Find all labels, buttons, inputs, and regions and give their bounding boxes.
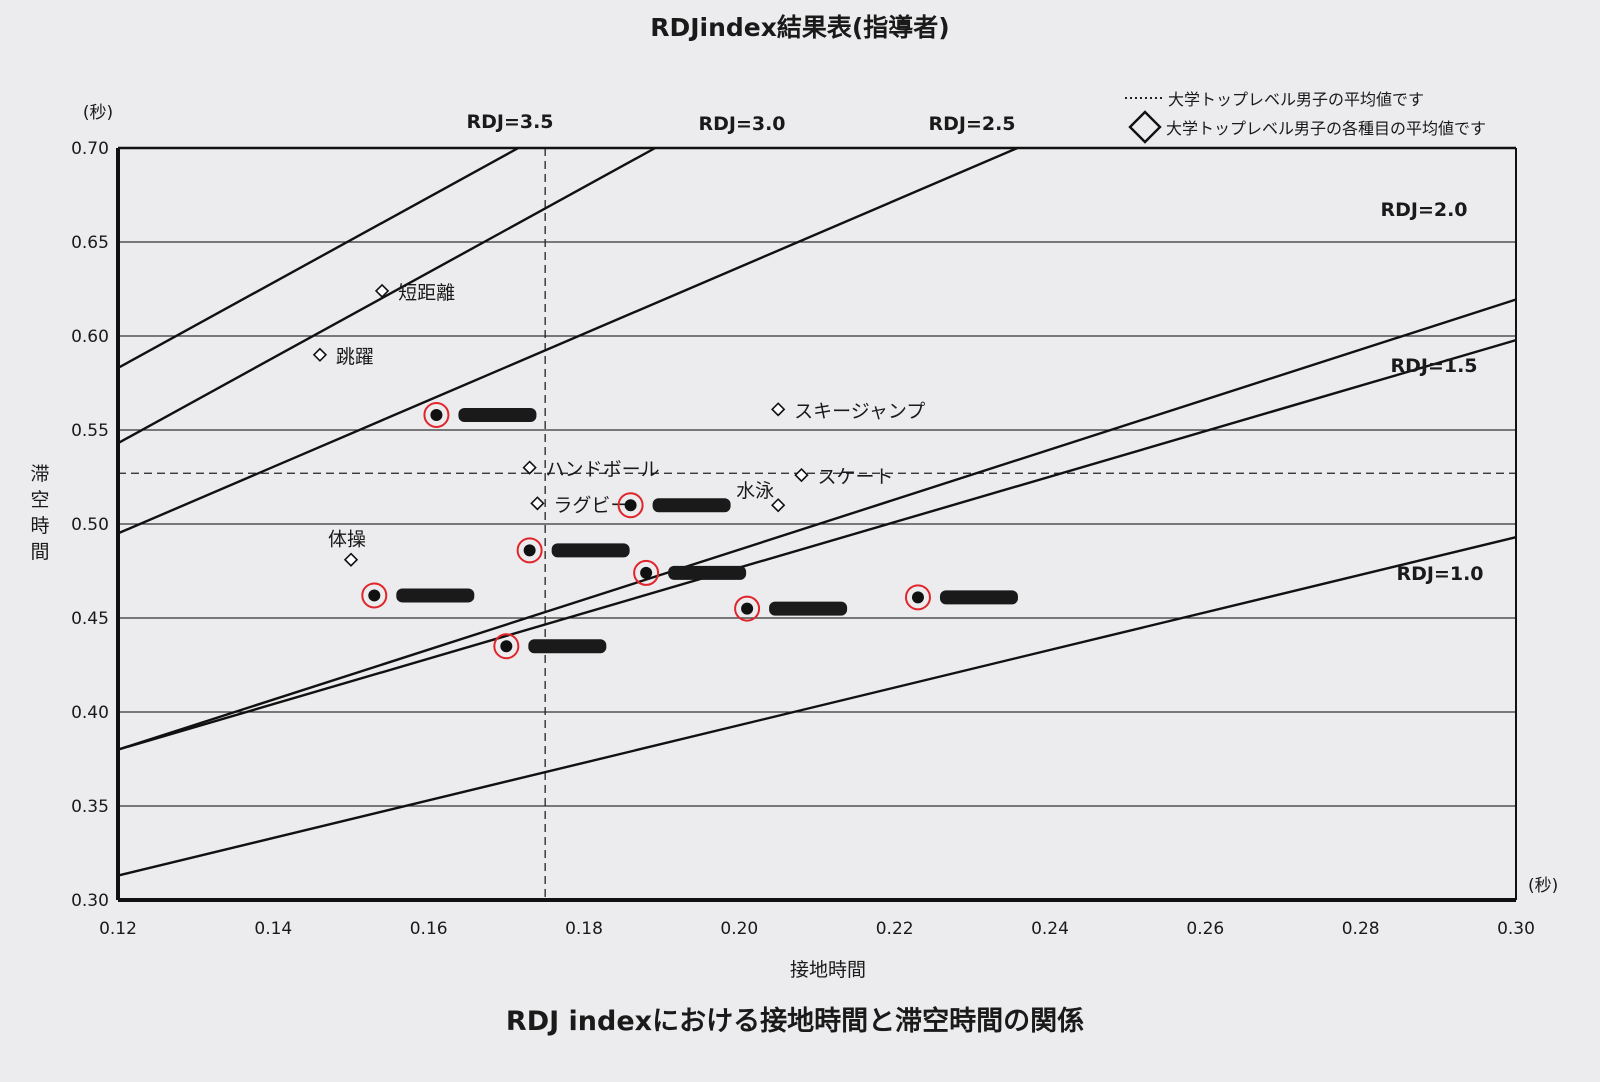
rdj-label: RDJ=1.0 [1396,563,1483,585]
sport-label: 体操 [328,529,366,551]
sport-point [374,283,390,299]
x-tick-label: 0.30 [1497,919,1535,939]
rdj-line [117,146,519,370]
rdj-line [117,338,1517,751]
y-tick-label: 0.40 [71,703,109,723]
sport-point [771,402,786,417]
rdj-labels: RDJ=3.5 RDJ=3.0 RDJ=2.5 RDJ=2.0 RDJ=1.5 RDJ=1… [466,111,1483,585]
x-tick-label: 0.18 [565,919,603,939]
athlete-point [911,591,924,604]
redacted-name-mark [769,601,848,616]
legend-sport-average-label: 大学トップレベル男子の各種目の平均値です [1166,119,1486,138]
sport-point [312,347,328,362]
rdj-line [117,298,1517,751]
x-tick-label: 0.28 [1342,919,1380,939]
redacted-name-mark [551,543,630,558]
y-tick-label: 0.60 [71,327,109,347]
y-axis-label-char: 滞 [30,463,49,485]
rdj-line [117,535,1517,877]
sport-label: ハンドボール [546,459,660,481]
y-tick-label: 0.30 [71,891,109,911]
x-tick-labels: 0.12 0.14 0.16 0.18 0.20 0.22 0.24 0.26 0.28 0.30 [99,919,1535,939]
grid-lines [118,147,1516,807]
rdj-label: RDJ=2.0 [1380,199,1467,221]
sport-point [794,467,809,483]
chart-caption: RDJ indexにおける接地時間と滞空時間の関係 [506,1005,1084,1037]
rdj-label: RDJ=3.0 [698,113,785,135]
sport-label: スキージャンプ [794,400,925,422]
y-tick-labels: 0.30 0.35 0.40 0.45 0.50 0.55 0.60 0.65 0.70 [71,139,109,911]
athlete-point [640,566,653,579]
redacted-name-mark [528,639,607,654]
sport-point [771,498,786,513]
y-tick-label: 0.70 [71,139,109,159]
x-tick-label: 0.26 [1186,919,1224,939]
athlete-point [624,499,637,512]
x-tick-label: 0.22 [876,919,914,939]
athlete-points [361,401,1018,660]
athlete-highlight-ring [493,633,520,660]
y-axis-label-char: 空 [30,489,49,511]
x-tick-label: 0.14 [254,919,292,939]
x-tick-label: 0.20 [720,919,758,939]
x-tick-label: 0.24 [1031,919,1069,939]
y-tick-label: 0.35 [71,797,109,817]
y-axis-label-char: 時 [30,515,49,537]
rdj-label: RDJ=2.5 [928,113,1015,135]
athlete-point [430,408,443,421]
y-unit-label: (秒) [83,103,113,123]
sport-point [530,496,545,511]
axes [116,146,1517,902]
redacted-name-mark [668,565,747,580]
y-tick-label: 0.45 [71,609,109,629]
sport-point [343,552,359,567]
sport-label: 跳躍 [336,346,374,368]
rdj-line [117,146,656,445]
athlete-highlight-ring [633,559,660,586]
chart-title: RDJindex結果表(指導者) [650,13,950,42]
redacted-name-mark [939,590,1018,605]
athlete-highlight-ring [617,492,644,519]
x-axis-label: 接地時間 [790,959,866,981]
y-axis-label-vertical: 滞空時間 [30,463,49,563]
athlete-point [523,544,536,557]
sport-label: 水泳 [736,480,774,502]
legend-average-label: 大学トップレベル男子の平均値です [1168,90,1424,109]
y-tick-label: 0.50 [71,515,109,535]
x-tick-label: 0.12 [99,919,137,939]
legend-diamond-swatch [1128,110,1162,144]
athlete-highlight-ring [516,537,543,564]
legend: 大学トップレベル男子の平均値です 大学トップレベル男子の各種目の平均値です [1125,90,1486,144]
y-axis-label-char: 間 [30,541,49,563]
sport-label: スケート [817,466,893,488]
rdj-line [117,146,1019,535]
redacted-name-mark [458,407,537,422]
redacted-name-mark [396,588,475,603]
athlete-highlight-ring [361,582,388,609]
athlete-point [368,589,381,602]
sport-point [522,460,537,475]
athlete-point [500,640,513,653]
rdj-label: RDJ=1.5 [1390,355,1477,377]
sport-label: ラグビー [553,494,629,516]
athlete-highlight-ring [734,595,761,622]
x-tick-label: 0.16 [410,919,448,939]
rdj-lines [117,146,1517,877]
y-tick-label: 0.65 [71,233,109,253]
redacted-name-mark [652,498,731,513]
athlete-highlight-ring [904,584,931,611]
sport-label: 短距離 [398,282,455,304]
y-tick-label: 0.55 [71,421,109,441]
athlete-highlight-ring [423,401,450,428]
x-unit-label: (秒) [1528,876,1558,896]
athlete-point [741,602,754,615]
rdj-label: RDJ=3.5 [466,111,553,133]
